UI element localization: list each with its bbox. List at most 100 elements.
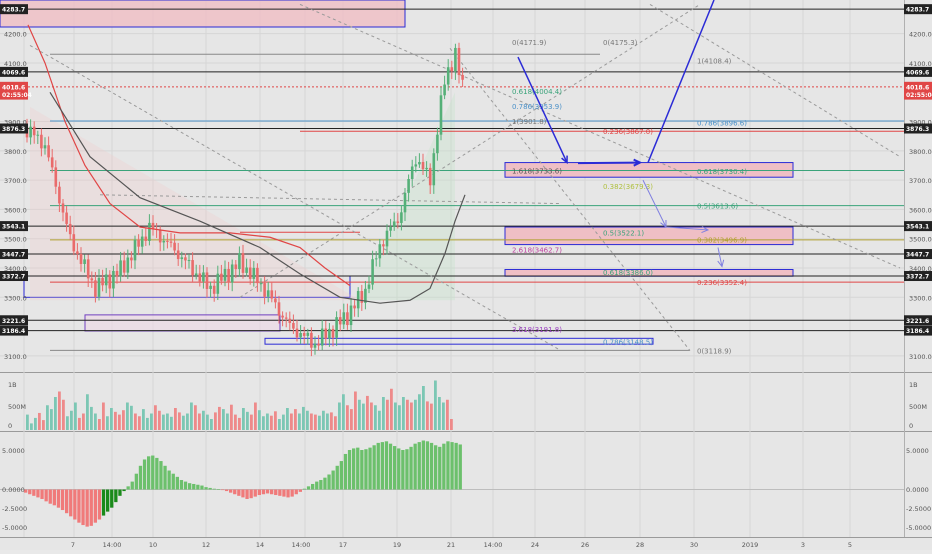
volume-bar[interactable]	[306, 410, 309, 430]
candle[interactable]	[144, 236, 148, 241]
oscillator-bar[interactable]	[352, 448, 356, 490]
oscillator-bar[interactable]	[52, 489, 56, 506]
volume-bar[interactable]	[162, 414, 165, 430]
drawn-arrow-down[interactable]	[517, 56, 568, 163]
volume-bar[interactable]	[358, 399, 361, 430]
price-label-box[interactable]	[904, 123, 932, 134]
trend-line-dashed[interactable]	[649, 3, 901, 158]
candle[interactable]	[137, 239, 140, 247]
price-label-box[interactable]	[904, 4, 932, 15]
price-label-box[interactable]	[904, 249, 932, 260]
oscillator-bar[interactable]	[425, 441, 430, 490]
oscillator-bar[interactable]	[413, 443, 417, 490]
candle[interactable]	[284, 317, 288, 319]
oscillator-bar[interactable]	[356, 447, 360, 490]
oscillator-bar[interactable]	[347, 450, 352, 490]
oscillator-bar[interactable]	[24, 489, 28, 493]
volume-bar[interactable]	[90, 406, 93, 430]
candle[interactable]	[43, 145, 47, 149]
price-label-box[interactable]	[904, 221, 932, 232]
candle[interactable]	[198, 273, 202, 282]
volume-bar[interactable]	[182, 415, 185, 430]
volume-bar[interactable]	[154, 405, 157, 430]
volume-bar[interactable]	[402, 397, 405, 430]
forecast-arrow-2[interactable]	[665, 226, 709, 231]
candle[interactable]	[151, 222, 155, 229]
forecast-arrow-2-head[interactable]	[701, 226, 710, 234]
oscillator-bar[interactable]	[302, 488, 307, 490]
oscillator-bar[interactable]	[192, 483, 196, 490]
volume-bar[interactable]	[114, 411, 117, 430]
candle[interactable]	[234, 264, 238, 270]
candle[interactable]	[295, 328, 299, 338]
oscillator-bar[interactable]	[393, 446, 397, 490]
price-label-box[interactable]	[904, 315, 932, 326]
volume-bar[interactable]	[122, 410, 125, 430]
oscillator-bar[interactable]	[200, 485, 204, 490]
candle[interactable]	[410, 166, 414, 180]
oscillator-bar[interactable]	[81, 489, 85, 526]
candle[interactable]	[54, 167, 58, 187]
volume-bar[interactable]	[198, 413, 201, 431]
volume-bar[interactable]	[202, 410, 205, 430]
oscillator-bar[interactable]	[216, 489, 220, 490]
oscillator-bar[interactable]	[364, 449, 368, 490]
oscillator-bar[interactable]	[274, 489, 278, 496]
drawn-arrow-right-head[interactable]	[633, 158, 643, 167]
price-label-box[interactable]	[0, 81, 28, 92]
candle[interactable]	[306, 332, 310, 336]
candle[interactable]	[421, 162, 425, 170]
oscillator-bar[interactable]	[122, 489, 126, 492]
candle[interactable]	[360, 290, 364, 303]
volume-bar[interactable]	[234, 414, 237, 430]
candle[interactable]	[148, 222, 151, 241]
oscillator-bar[interactable]	[454, 442, 458, 490]
oscillator-bar[interactable]	[44, 489, 48, 502]
candle[interactable]	[461, 75, 464, 80]
price-label-box[interactable]	[0, 221, 28, 232]
candle[interactable]	[184, 257, 187, 261]
candle[interactable]	[230, 264, 234, 283]
support-zone[interactable]	[84, 314, 281, 332]
volume-bar[interactable]	[170, 416, 173, 430]
candle[interactable]	[259, 283, 263, 285]
moving-average-gray[interactable]	[49, 91, 466, 304]
oscillator-bar[interactable]	[380, 442, 384, 490]
candle[interactable]	[432, 153, 436, 186]
candle[interactable]	[288, 318, 292, 323]
candle[interactable]	[331, 328, 335, 338]
candle[interactable]	[385, 230, 389, 247]
candle[interactable]	[324, 328, 328, 339]
candle[interactable]	[396, 221, 400, 223]
time-scale[interactable]	[0, 537, 932, 550]
candle[interactable]	[382, 244, 385, 247]
oscillator-bar[interactable]	[196, 484, 200, 490]
volume-bar[interactable]	[390, 388, 393, 430]
candle[interactable]	[162, 240, 166, 243]
volume-bar[interactable]	[214, 412, 217, 430]
candle[interactable]	[389, 226, 392, 231]
candle[interactable]	[425, 167, 428, 170]
drawn-arrow-right[interactable]	[577, 161, 641, 165]
candle[interactable]	[371, 259, 374, 285]
oscillator-bar[interactable]	[138, 465, 143, 490]
oscillator-bar[interactable]	[155, 457, 159, 490]
oscillator-bar[interactable]	[89, 489, 93, 526]
oscillator-bar[interactable]	[106, 489, 110, 512]
oscillator-bar[interactable]	[237, 489, 241, 496]
oscillator-bar[interactable]	[388, 443, 393, 490]
volume-bar[interactable]	[146, 417, 149, 430]
oscillator-bar[interactable]	[409, 446, 413, 490]
volume-bar[interactable]	[330, 412, 333, 430]
oscillator-bar[interactable]	[405, 449, 409, 490]
candle[interactable]	[439, 95, 443, 135]
oscillator-bar[interactable]	[290, 489, 294, 497]
oscillator-bar[interactable]	[56, 489, 61, 508]
candle[interactable]	[65, 212, 68, 224]
oscillator-bar[interactable]	[446, 441, 450, 490]
oscillator-bar[interactable]	[48, 489, 52, 504]
oscillator-bar[interactable]	[28, 489, 32, 495]
volume-bar[interactable]	[26, 414, 29, 430]
candle[interactable]	[108, 274, 112, 289]
oscillator-bar[interactable]	[315, 481, 319, 490]
